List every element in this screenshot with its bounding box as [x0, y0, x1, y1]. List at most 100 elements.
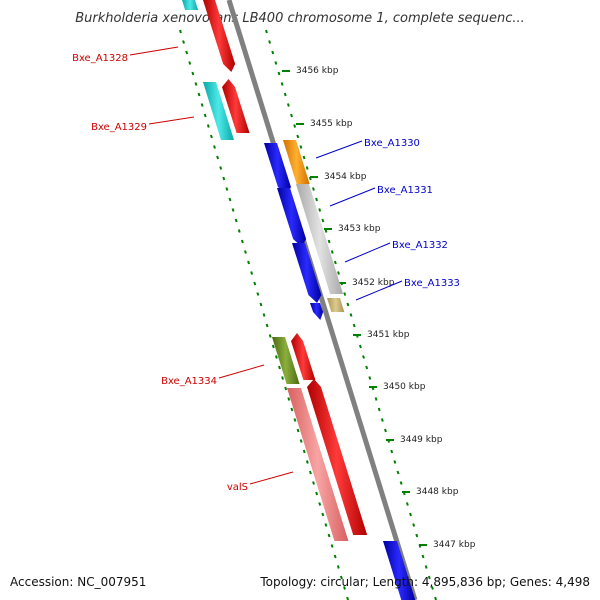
minor-tick-right: [318, 208, 322, 212]
minor-tick-right: [308, 176, 312, 181]
minor-tick-right: [358, 344, 362, 349]
gene-label-left[interactable]: Bxe_A1328: [72, 53, 128, 64]
minor-tick-left: [222, 176, 226, 181]
minor-tick-left: [343, 586, 346, 590]
minor-tick-left: [216, 155, 220, 160]
minor-tick-right: [431, 586, 434, 590]
tick-label: 3450 kbp: [383, 382, 426, 392]
tick-label: 3454 kbp: [324, 172, 367, 182]
gene-feature-red: [222, 79, 250, 133]
tick-label: 3447 kbp: [433, 540, 476, 550]
minor-tick-left: [188, 61, 192, 65]
minor-tick-left: [231, 208, 235, 212]
minor-tick-left: [284, 386, 288, 391]
minor-tick-right: [427, 575, 431, 580]
minor-tick-right: [384, 428, 387, 433]
minor-tick-right: [393, 460, 397, 464]
minor-tick-left: [299, 439, 303, 443]
minor-tick-left: [203, 113, 207, 118]
minor-tick-left: [318, 502, 322, 506]
minor-tick-left: [191, 71, 195, 76]
tick-label: 3456 kbp: [296, 66, 339, 76]
minor-tick-right: [412, 523, 416, 527]
minor-tick-right: [283, 92, 287, 97]
minor-tick-left: [253, 281, 257, 286]
minor-tick-right: [377, 407, 381, 412]
minor-tick-left: [256, 292, 260, 296]
gene-label-left[interactable]: valS: [227, 482, 248, 493]
minor-tick-right: [286, 103, 290, 107]
minor-tick-right: [421, 554, 425, 559]
minor-tick-right: [302, 155, 306, 160]
minor-tick-left: [287, 397, 291, 401]
minor-tick-left: [271, 344, 275, 349]
label-leader-line: [148, 116, 195, 125]
minor-tick-right: [409, 512, 412, 517]
accession-text: Accession: NC_007951: [10, 575, 146, 589]
gene-bxe-a1328: [203, 0, 236, 72]
gene-feature-small-blue: [310, 303, 324, 320]
gene-bxe-a1329: [203, 82, 234, 140]
label-leader-line: [355, 280, 403, 301]
minor-tick-left: [293, 418, 297, 422]
minor-tick-left: [247, 260, 250, 265]
minor-tick-left: [244, 250, 247, 254]
tick-label: 3451 kbp: [367, 330, 410, 340]
minor-tick-left: [281, 376, 285, 380]
minor-tick-left: [209, 134, 213, 139]
gene-vals: [287, 388, 349, 541]
minor-tick-left: [259, 302, 263, 307]
gene-feature-blue-bottom: [383, 541, 416, 600]
minor-tick-right: [368, 376, 372, 380]
minor-tick-left: [182, 40, 185, 44]
minor-tick-left: [228, 197, 232, 202]
minor-tick-right: [312, 187, 315, 191]
minor-tick-right: [362, 355, 365, 359]
minor-tick-left: [179, 29, 182, 34]
minor-tick-right: [290, 113, 293, 118]
minor-tick-left: [250, 271, 254, 275]
minor-tick-right: [305, 166, 309, 170]
minor-tick-right: [277, 71, 281, 76]
genome-backbone: [226, 0, 418, 600]
minor-tick-left: [327, 533, 331, 538]
map-title: Burkholderia xenovorans LB400 chromosome…: [75, 11, 525, 26]
gene-label-left[interactable]: Bxe_A1329: [91, 122, 147, 133]
minor-tick-left: [333, 554, 337, 559]
minor-tick-left: [274, 355, 278, 359]
minor-tick-left: [197, 92, 201, 97]
minor-tick-left: [219, 166, 223, 170]
minor-tick-right: [321, 218, 325, 223]
minor-tick-right: [405, 502, 409, 506]
minor-tick-left: [309, 470, 312, 475]
gene-bxe-a1332-blue: [292, 243, 322, 303]
minor-tick-left: [315, 491, 319, 496]
gene-label-left[interactable]: Bxe_A1334: [161, 376, 217, 387]
minor-tick-left: [321, 512, 325, 517]
minor-tick-right: [330, 250, 334, 254]
tick-label: 3452 kbp: [352, 278, 395, 288]
gene-label-right[interactable]: Bxe_A1330: [364, 138, 420, 149]
minor-tick-right: [346, 302, 350, 307]
minor-tick-right: [333, 260, 337, 265]
minor-tick-left: [324, 523, 328, 527]
minor-tick-left: [305, 460, 309, 464]
gene-bxe-a1331-blue: [277, 188, 307, 247]
tick-label: 3453 kbp: [338, 224, 381, 234]
gene-label-right[interactable]: Bxe_A1333: [404, 278, 460, 289]
label-leader-line: [249, 471, 294, 485]
minor-tick-right: [415, 533, 419, 538]
minor-tick-left: [330, 544, 334, 548]
gene-label-right[interactable]: Bxe_A1331: [377, 185, 433, 196]
gene-feature-blue: [264, 143, 291, 195]
label-leader-line: [218, 364, 265, 379]
minor-tick-left: [290, 407, 294, 412]
minor-tick-left: [336, 565, 340, 569]
label-leader-line: [329, 187, 376, 207]
minor-tick-left: [240, 239, 244, 244]
minor-tick-left: [213, 145, 216, 149]
minor-tick-right: [265, 29, 268, 34]
gene-label-right[interactable]: Bxe_A1332: [392, 240, 448, 251]
minor-tick-left: [185, 50, 189, 55]
